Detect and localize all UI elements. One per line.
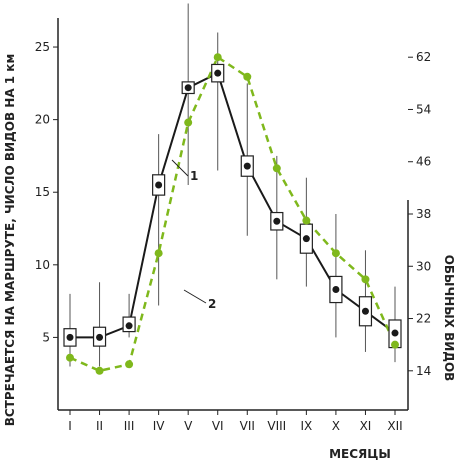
left-y-tick-label: 25 xyxy=(35,40,50,54)
x-tick-label: III xyxy=(124,419,135,433)
series-1-point xyxy=(361,307,369,315)
x-tick-label: II xyxy=(96,419,103,433)
series-2-leader xyxy=(183,289,207,304)
series-1-line xyxy=(70,71,396,339)
series-2-point xyxy=(272,164,281,173)
right-y-tick-label: 14 xyxy=(416,364,431,378)
left-y-tick-label: 15 xyxy=(35,185,50,199)
left-y-axis-label: ВСТРЕЧАЕТСЯ НА МАРШРУТЕ, ЧИСЛО ВИДОВ НА … xyxy=(3,54,17,427)
series-2-point xyxy=(125,360,134,369)
right-y-tick-label: 38 xyxy=(416,207,431,221)
x-tick-label: IV xyxy=(153,419,166,433)
series-2-line xyxy=(69,55,397,373)
series-2-point xyxy=(302,216,311,225)
series-2-point xyxy=(184,118,193,127)
x-tick-label: XI xyxy=(360,419,372,433)
series-2-point xyxy=(66,353,74,362)
series-1-point xyxy=(184,84,192,92)
right-y-tick-label: 46 xyxy=(416,155,431,169)
series-1-point xyxy=(391,329,399,337)
x-tick-label: VIII xyxy=(267,419,286,433)
left-y-tick-label: 5 xyxy=(42,330,50,344)
x-tick-label: X xyxy=(332,419,340,433)
series-1-annotation: 1 xyxy=(190,169,198,183)
series-1-point xyxy=(273,217,281,225)
series-2-point xyxy=(391,340,399,349)
series-1-point xyxy=(302,235,310,243)
right-y-tick-label: 62 xyxy=(416,50,431,64)
x-tick-label: I xyxy=(68,419,72,433)
series-1-point xyxy=(214,69,222,77)
series-1-leader xyxy=(171,159,189,177)
right-y-tick-label: 30 xyxy=(416,259,431,273)
series-2-point xyxy=(95,366,104,375)
series-2-point xyxy=(243,72,252,81)
x-tick-label: XII xyxy=(387,419,402,433)
series-1-point xyxy=(155,181,163,189)
right-y-axis-label: ОБЫЧНЫХ ВИДОВ xyxy=(442,255,456,382)
x-tick-label: V xyxy=(184,419,193,433)
series-2-annotation: 2 xyxy=(208,297,216,311)
left-y-tick-label: 10 xyxy=(35,258,50,272)
right-y-tick-label: 22 xyxy=(416,312,431,326)
series-1-point xyxy=(332,285,340,293)
series-1-point xyxy=(243,162,251,170)
series-2-point xyxy=(361,275,370,284)
series-2-point xyxy=(154,249,163,258)
series-1-point xyxy=(125,322,133,330)
right-y-tick-label: 54 xyxy=(416,102,431,116)
x-axis-label: МЕСЯЦЫ xyxy=(329,447,391,461)
series-2-point xyxy=(331,249,340,258)
series-2-point xyxy=(213,53,222,62)
series-1-point xyxy=(96,333,104,341)
series-1-point xyxy=(66,333,74,341)
x-tick-label: VII xyxy=(240,419,255,433)
x-tick-label: IX xyxy=(300,419,312,433)
x-tick-label: VI xyxy=(212,419,224,433)
left-y-tick-label: 20 xyxy=(35,113,50,127)
